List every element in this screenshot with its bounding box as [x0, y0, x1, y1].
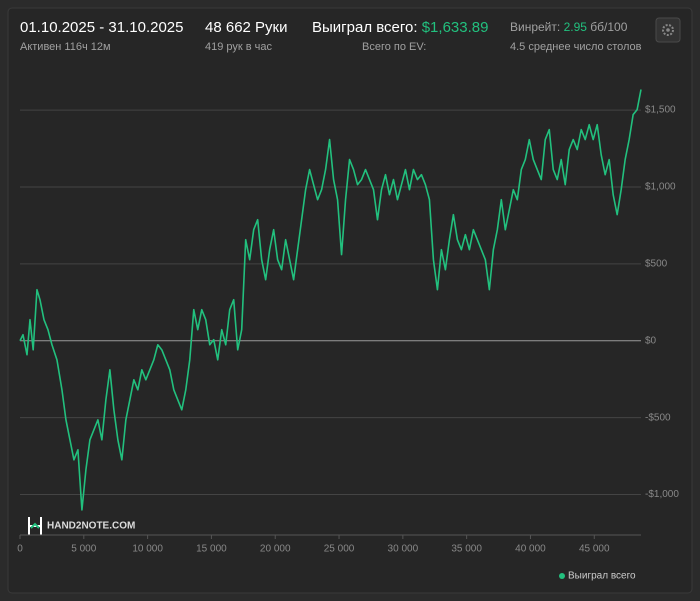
x-tick-label: 45 000 — [579, 544, 610, 555]
logo-icon — [28, 517, 42, 535]
x-tick-label: 25 000 — [324, 544, 355, 555]
logo-text: HAND2NOTE.COM — [47, 521, 135, 532]
winrate: Винрейт: 2.95 бб/100 — [510, 20, 628, 34]
tables: 4.5 среднее число столов — [510, 41, 642, 53]
y-tick-label: -$1,000 — [645, 489, 679, 500]
winrate-value: 2.95 — [564, 20, 588, 34]
x-tick-label: 10 000 — [132, 544, 163, 555]
winrate-unit: бб/100 — [590, 20, 627, 34]
x-tick-label: 15 000 — [196, 544, 227, 555]
winrate-label: Винрейт: — [510, 20, 560, 34]
x-tick-label: 35 000 — [451, 544, 482, 555]
x-tick-label: 20 000 — [260, 544, 291, 555]
won-total: Выиграл всего: $1,633.89 — [312, 19, 488, 36]
logo: HAND2NOTE.COM — [28, 517, 135, 535]
settings-gear-center[interactable] — [666, 28, 670, 32]
x-tick-label: 30 000 — [388, 544, 419, 555]
settings-gear[interactable] — [662, 24, 674, 36]
period: 01.10.2025 - 31.10.2025 — [20, 19, 183, 36]
y-tick-label: -$500 — [645, 412, 671, 423]
y-tick-label: $500 — [645, 259, 668, 270]
x-tick-label: 5 000 — [71, 544, 96, 555]
hands-per-hour: 419 рук в час — [205, 41, 273, 53]
hands: 48 662 Руки — [205, 19, 288, 36]
y-tick-label: $0 — [645, 335, 657, 346]
y-tick-label: $1,000 — [645, 182, 676, 193]
legend-label: Выиграл всего — [568, 571, 636, 582]
legend-marker — [559, 573, 565, 579]
x-tick-label: 40 000 — [515, 544, 546, 555]
y-tick-label: $1,500 — [645, 105, 676, 116]
ev-label: Всего по EV: — [362, 41, 426, 53]
panel-background — [7, 7, 693, 594]
won-label: Выиграл всего: — [312, 19, 418, 36]
series-line — [19, 89, 642, 511]
won-value: $1,633.89 — [422, 19, 489, 36]
active-time: Активен 116ч 12м — [20, 41, 111, 53]
x-tick-label: 0 — [17, 544, 23, 555]
settings-button[interactable] — [655, 17, 681, 43]
logo-icon-accent — [30, 522, 40, 529]
